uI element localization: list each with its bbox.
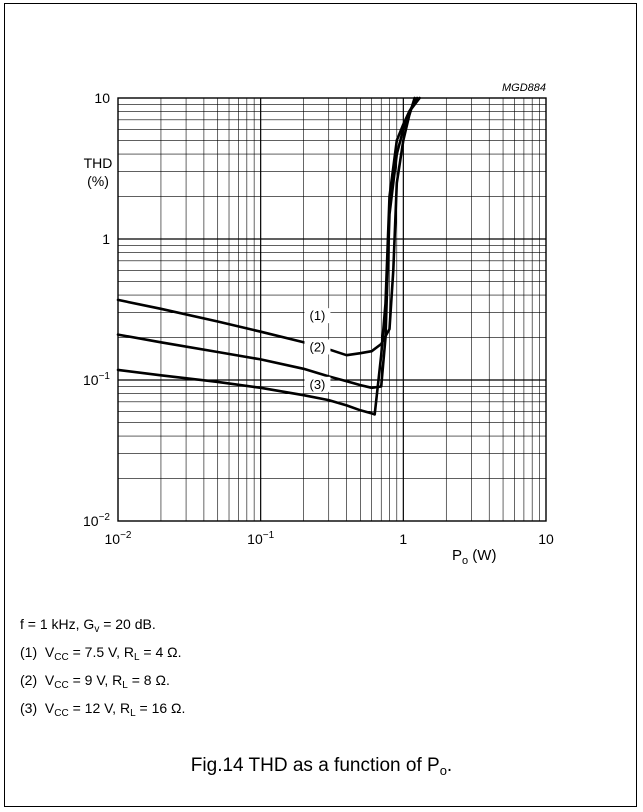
series-label-bg-2 bbox=[304, 339, 331, 355]
x-tick-label: 10−1 bbox=[247, 530, 274, 547]
plot-border bbox=[117, 97, 547, 522]
legend-entry-3: (3) VCC = 12 V, RL = 16 Ω. bbox=[20, 700, 186, 719]
y-tick-label: 10−1 bbox=[83, 371, 110, 388]
y-tick-label: 10−2 bbox=[83, 512, 110, 529]
figure-frame bbox=[4, 3, 637, 807]
figure-code: MGD884 bbox=[502, 82, 546, 94]
x-tick-label: 10−2 bbox=[105, 530, 132, 547]
x-axis-label: Po (W) bbox=[452, 547, 496, 567]
legend-entry-2: (2) VCC = 9 V, RL = 8 Ω. bbox=[20, 672, 170, 691]
series-label-bg-1 bbox=[304, 308, 331, 324]
x-tick-label: 10 bbox=[538, 531, 554, 547]
y-tick-label: 10 bbox=[94, 90, 110, 106]
y-axis-label: THD bbox=[84, 155, 113, 171]
thd-chart: MGD884 10−2 10−1 1 10 10 1 10−1 10−2 THD (%) Po (W)… bbox=[83, 82, 554, 567]
x-tick-label: 1 bbox=[399, 531, 407, 547]
y-tick-label: 1 bbox=[102, 231, 110, 247]
series-label-3: (3) bbox=[309, 377, 325, 392]
y-axis-unit: (%) bbox=[87, 173, 109, 189]
legend-entry-1: (1) VCC = 7.5 V, RL = 4 Ω. bbox=[20, 644, 182, 663]
conditions-note: f = 1 kHz, Gv = 20 dB. bbox=[20, 616, 156, 635]
series-line-3 bbox=[116, 96, 421, 416]
series-line-2 bbox=[116, 96, 419, 390]
series-label-bg-3 bbox=[304, 376, 331, 392]
series-label-1: (1) bbox=[309, 308, 325, 323]
series-label-2: (2) bbox=[309, 339, 325, 354]
figure-caption: Fig.14 THD as a function of Po. bbox=[190, 755, 453, 778]
series-line-1 bbox=[116, 96, 416, 357]
